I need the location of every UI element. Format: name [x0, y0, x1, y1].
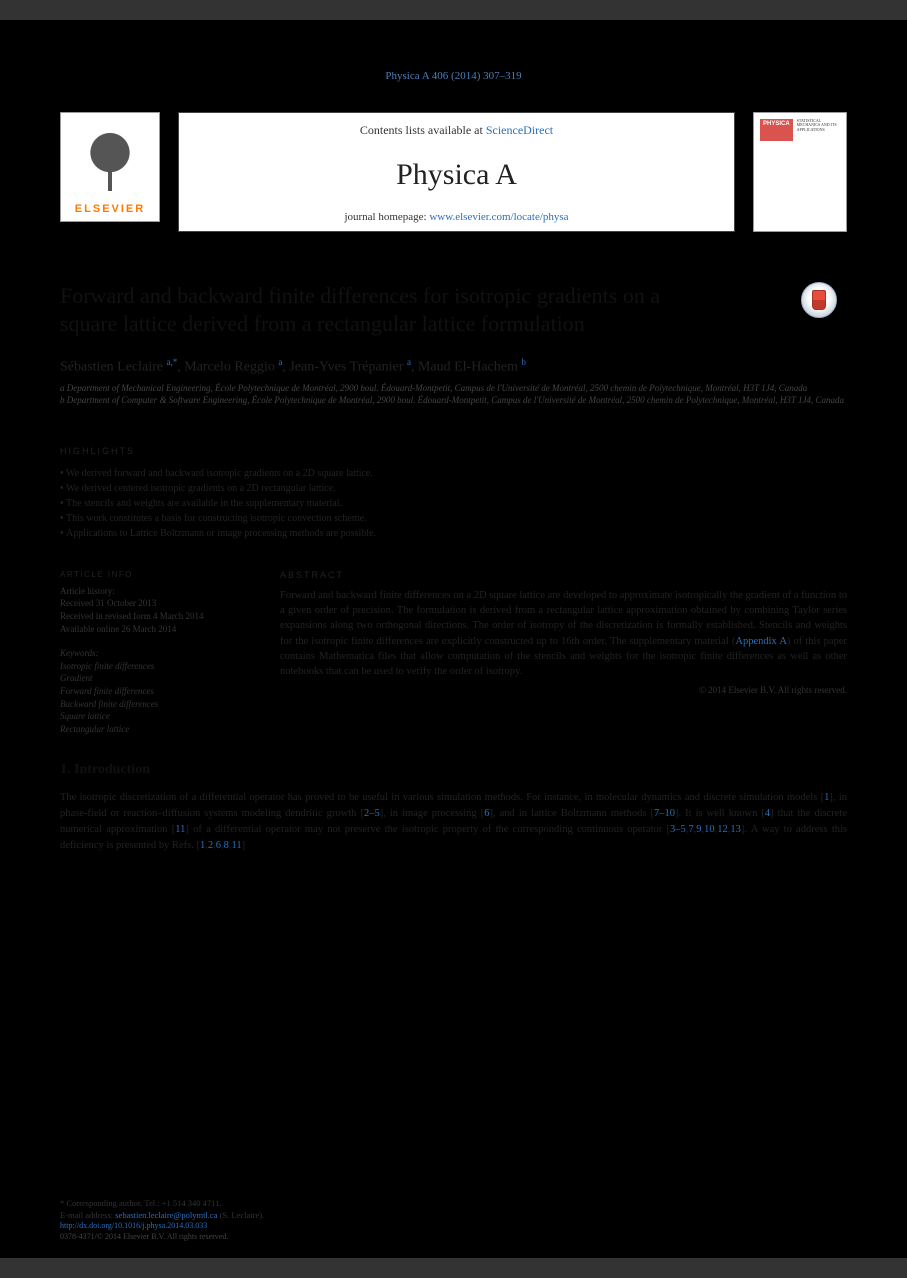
- cover-subtitle: STATISTICAL MECHANICS AND ITS APPLICATIO…: [797, 119, 840, 141]
- divider: [60, 735, 847, 736]
- page-inner: Physica A 406 (2014) 307–319 ELSEVIER Co…: [0, 20, 907, 1258]
- affiliation-a: a Department of Mechanical Engineering, …: [60, 382, 847, 395]
- txt: ]. It is well known [: [675, 808, 765, 819]
- contents-line: Contents lists available at ScienceDirec…: [360, 123, 553, 138]
- ref-link[interactable]: 3–5: [670, 824, 686, 835]
- txt: ], and in lattice Boltzmann methods [: [489, 808, 654, 819]
- email-suffix: (S. Leclaire).: [217, 1210, 264, 1220]
- doi-link[interactable]: http://dx.doi.org/10.1016/j.physa.2014.0…: [60, 1221, 207, 1230]
- section-1-heading: 1. Introduction: [60, 762, 847, 778]
- highlights-label: HIGHLIGHTS: [60, 446, 847, 456]
- highlight-item: This work constitutes a basis for constr…: [60, 511, 847, 526]
- abstract-label: ABSTRACT: [280, 570, 847, 580]
- section-1-body: The isotropic discretization of a differ…: [60, 790, 847, 853]
- email-line: E-mail address: sebastien.leclaire@polym…: [60, 1210, 847, 1222]
- title-block: Forward and backward finite differences …: [60, 282, 847, 337]
- appendix-link[interactable]: Appendix A: [735, 636, 787, 647]
- article-history: Article history: Received 31 October 201…: [60, 585, 240, 635]
- highlight-item: We derived forward and backward isotropi…: [60, 466, 847, 481]
- ref-link[interactable]: 11: [231, 840, 241, 851]
- keyword-item: Gradient: [60, 672, 240, 685]
- highlights-col: HIGHLIGHTS We derived forward and backwa…: [60, 446, 847, 541]
- copyright-line: © 2014 Elsevier B.V. All rights reserved…: [280, 685, 847, 695]
- meta-highlights-row: HIGHLIGHTS We derived forward and backwa…: [60, 431, 847, 552]
- page: Physica A 406 (2014) 307–319 ELSEVIER Co…: [0, 20, 907, 1258]
- ref-link[interactable]: 13: [730, 824, 741, 835]
- journal-name: Physica A: [396, 158, 517, 192]
- keyword-item: Isotropic finite differences: [60, 660, 240, 673]
- ref-link[interactable]: 7: [688, 824, 693, 835]
- homepage-prefix: journal homepage:: [344, 211, 429, 223]
- ref-link[interactable]: 2–5: [364, 808, 380, 819]
- email-link[interactable]: sebastien.leclaire@polymtl.ca: [115, 1210, 217, 1220]
- paper-title: Forward and backward finite differences …: [60, 282, 680, 337]
- sciencedirect-link[interactable]: ScienceDirect: [486, 123, 553, 137]
- cover-body: [760, 145, 840, 225]
- keywords-label: Keywords:: [60, 647, 240, 660]
- txt: The isotropic discretization of a differ…: [60, 792, 824, 803]
- keyword-item: Forward finite differences: [60, 685, 240, 698]
- highlight-item: Applications to Lattice Boltzmann or ima…: [60, 526, 847, 541]
- keywords-list: Isotropic finite differencesGradientForw…: [60, 660, 240, 736]
- txt: ] of a differential operator may not pre…: [185, 824, 670, 835]
- cover-badge: PHYSICA: [760, 119, 793, 141]
- affiliation-b: b Department of Computer & Software Engi…: [60, 394, 847, 407]
- corresponding-note: * Corresponding author. Tel.: +1 514 340…: [60, 1198, 847, 1210]
- email-label: E-mail address:: [60, 1210, 115, 1220]
- ref-link[interactable]: 2: [208, 840, 213, 851]
- highlight-item: The stencils and weights are available i…: [60, 496, 847, 511]
- elsevier-tree-icon: [70, 119, 150, 203]
- txt: ]: [242, 840, 246, 851]
- contents-prefix: Contents lists available at: [360, 123, 486, 137]
- ref-link[interactable]: 9: [696, 824, 701, 835]
- homepage-line: journal homepage: www.elsevier.com/locat…: [344, 211, 568, 223]
- article-info-col: ARTICLE INFO Article history: Received 3…: [60, 570, 240, 736]
- ref-link[interactable]: 1: [200, 840, 205, 851]
- header-row: ELSEVIER Contents lists available at Sci…: [60, 112, 847, 232]
- bookmark-icon: [812, 290, 826, 310]
- citation-line: Physica A 406 (2014) 307–319: [60, 70, 847, 82]
- abstract-text: Forward and backward finite differences …: [280, 588, 847, 679]
- elsevier-label: ELSEVIER: [75, 203, 145, 215]
- journal-cover-thumb: PHYSICA STATISTICAL MECHANICS AND ITS AP…: [753, 112, 847, 232]
- ref-link[interactable]: 12: [717, 824, 728, 835]
- info-abstract-row: ARTICLE INFO Article history: Received 3…: [60, 570, 847, 736]
- affiliations: a Department of Mechanical Engineering, …: [60, 382, 847, 407]
- footer: http://dx.doi.org/10.1016/j.physa.2014.0…: [60, 1221, 228, 1242]
- footnotes: * Corresponding author. Tel.: +1 514 340…: [60, 1191, 847, 1222]
- ref-link[interactable]: 8: [224, 840, 229, 851]
- issn-line: 0378-4371/© 2014 Elsevier B.V. All right…: [60, 1232, 228, 1241]
- keyword-item: Backward finite differences: [60, 698, 240, 711]
- elsevier-logo: ELSEVIER: [60, 112, 160, 222]
- article-info-label: ARTICLE INFO: [60, 570, 240, 579]
- homepage-link[interactable]: www.elsevier.com/locate/physa: [429, 211, 568, 223]
- ref-link[interactable]: 6: [216, 840, 221, 851]
- authors: Sébastien Leclaire a,*, Marcelo Reggio a…: [60, 357, 847, 376]
- keyword-item: Square lattice: [60, 710, 240, 723]
- ref-link[interactable]: 10: [704, 824, 715, 835]
- txt: ], in image processing [: [380, 808, 485, 819]
- ref-link[interactable]: 7–10: [654, 808, 675, 819]
- ref-link[interactable]: 11: [175, 824, 185, 835]
- keyword-item: Rectangular lattice: [60, 723, 240, 736]
- journal-box: Contents lists available at ScienceDirec…: [178, 112, 735, 232]
- highlights-list: We derived forward and backward isotropi…: [60, 466, 847, 541]
- highlight-item: We derived centered isotropic gradients …: [60, 481, 847, 496]
- crossmark-icon[interactable]: [801, 282, 837, 318]
- abstract-col: ABSTRACT Forward and backward finite dif…: [280, 570, 847, 736]
